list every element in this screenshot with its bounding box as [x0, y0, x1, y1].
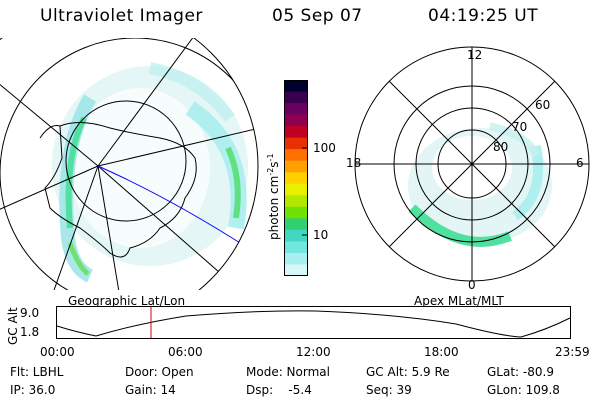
mlat-label-70: 70	[512, 120, 528, 134]
altitude-ylabel: GC Alt	[6, 307, 20, 345]
info-gain: Gain: 14	[125, 383, 176, 397]
info-gc-altitude: GC Alt: 5.9 Re	[366, 365, 450, 379]
mlt-label-18: 18	[346, 156, 362, 170]
colorbar-band	[284, 241, 308, 254]
info-glon: GLon: 109.8	[487, 383, 560, 397]
colorbar-band	[284, 114, 308, 127]
apex-polar-map	[354, 46, 590, 282]
colorbar-band	[284, 252, 308, 266]
altitude-ytick-1-8: 1.8	[20, 325, 40, 339]
color-scale-bar	[284, 80, 308, 276]
altitude-xtick-2359: 23:59	[555, 345, 590, 359]
geographic-map	[0, 38, 259, 290]
info-filter: Flt: LBHL	[10, 365, 64, 379]
mlt-label-12: 12	[467, 48, 483, 62]
colorbar-band	[284, 229, 308, 243]
info-ip: IP: 36.0	[10, 383, 56, 397]
colorbar-band	[284, 195, 308, 208]
colorbar-band	[284, 218, 308, 231]
colorbar-tick-10: 10	[313, 228, 329, 242]
colorbar-band	[284, 80, 308, 93]
apex-map-label: Apex MLat/MLT	[414, 294, 504, 308]
info-door: Door: Open	[125, 365, 194, 379]
mlat-label-80: 80	[493, 140, 509, 154]
colorbar-band	[284, 172, 308, 185]
mlat-label-60: 60	[535, 98, 551, 112]
date-label: 05 Sep 07	[272, 6, 363, 26]
altitude-xtick-0600: 06:00	[168, 345, 203, 359]
colorbar-band	[284, 137, 308, 150]
colorbar-band	[284, 91, 308, 104]
colorbar-band	[284, 103, 308, 116]
mlt-label-0: 0	[468, 278, 476, 292]
geographic-map-label: Geographic Lat/Lon	[68, 294, 186, 308]
colorbar-band	[284, 160, 308, 173]
colorbar-tick-100: 100	[313, 141, 336, 155]
info-seq: Seq: 39	[366, 383, 412, 397]
time-label: 04:19:25 UT	[428, 6, 539, 26]
altitude-xtick-0000: 00:00	[40, 345, 75, 359]
info-dsp: Dsp: -5.4	[246, 383, 312, 397]
altitude-plot	[56, 306, 571, 339]
altitude-xtick-1200: 12:00	[296, 345, 331, 359]
colorbar-band	[284, 149, 308, 162]
mlt-label-6: 6	[576, 156, 584, 170]
colorbar-band	[284, 264, 308, 276]
altitude-xtick-1800: 18:00	[424, 345, 459, 359]
colorbar-band	[284, 126, 308, 139]
colorbar-band	[284, 206, 308, 219]
colorbar-band	[284, 183, 308, 196]
colorbar-unit-label: photon cm-2s-1	[266, 153, 281, 240]
info-glat: GLat: -80.9	[487, 365, 554, 379]
info-mode: Mode: Normal	[246, 365, 330, 379]
altitude-ytick-9: 9.0	[20, 306, 40, 320]
instrument-title: Ultraviolet Imager	[40, 6, 203, 26]
